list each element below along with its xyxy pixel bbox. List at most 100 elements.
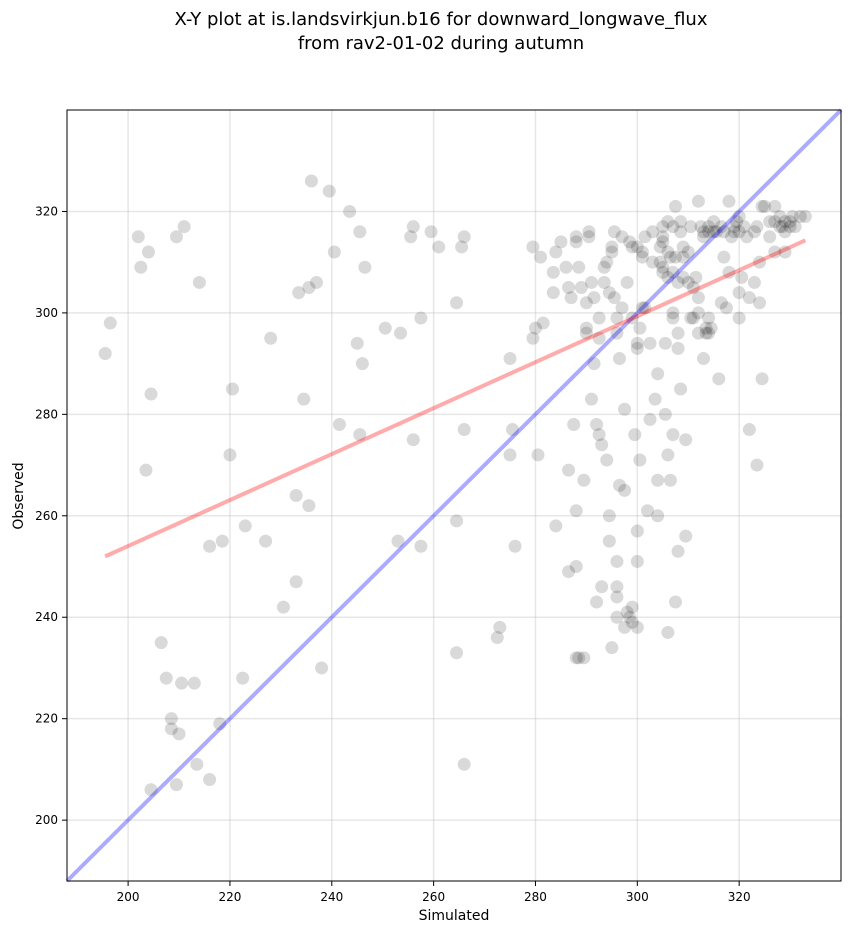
axis-ticks: 200 220 240 260 280 300 320 200 220 240 260 280 300 3… [35,204,751,904]
x-tick-label: 200 [117,890,140,904]
data-point [610,590,624,604]
data-point [709,225,723,239]
data-point [546,286,560,300]
data-point [508,539,522,553]
data-point [203,539,217,553]
data-point [414,311,428,325]
data-point [727,220,741,234]
data-point [592,311,606,325]
data-point [562,463,576,477]
data-point [753,255,767,269]
y-tick-label: 200 [35,813,58,827]
data-point [590,417,604,431]
data-point [630,554,644,568]
y-axis-label: Observed [11,462,27,529]
data-point [702,220,716,234]
data-point [661,215,675,229]
data-point [595,438,609,452]
data-point [628,428,642,442]
data-point [103,316,117,330]
data-point [717,250,731,264]
data-point [686,311,700,325]
data-point [661,448,675,462]
data-point [732,225,746,239]
data-point [577,473,591,487]
data-point [450,296,464,310]
data-point [569,651,583,665]
data-point [394,326,408,340]
data-point [623,610,637,624]
data-point [623,235,637,249]
data-point [164,712,178,726]
data-point [651,367,665,381]
data-point [177,220,191,234]
data-point [646,255,660,269]
data-point [490,631,504,645]
data-point [671,544,685,558]
data-point [315,661,329,675]
data-point [98,346,112,360]
data-point [674,225,688,239]
data-point [656,260,670,274]
data-point [450,514,464,528]
data-point [697,230,711,244]
data-point [597,275,611,289]
data-point [259,534,273,548]
x-tick-label: 300 [626,890,649,904]
data-point [577,651,591,665]
y-tick-label: 280 [35,407,58,421]
data-point [633,321,647,335]
data-point [322,184,336,198]
data-point [289,575,303,589]
data-point [579,326,593,340]
data-point [635,301,649,315]
data-point [732,286,746,300]
data-point [304,174,318,188]
y-tick-label: 260 [35,509,58,523]
data-point [134,260,148,274]
data-point [666,306,680,320]
data-point [737,220,751,234]
data-point [786,210,800,224]
data-point [732,311,746,325]
data-point [714,296,728,310]
data-point [620,275,634,289]
data-point [750,220,764,234]
data-point [699,321,713,335]
data-point [750,458,764,472]
data-point [658,336,672,350]
data-point [549,519,563,533]
data-point [406,433,420,447]
data-point [455,240,469,254]
data-point [404,230,418,244]
data-point [656,220,670,234]
data-point [615,230,629,244]
data-point [292,286,306,300]
data-point [778,225,792,239]
data-point [187,676,201,690]
data-point [661,245,675,259]
data-point [783,220,797,234]
data-point [658,407,672,421]
data-point [424,225,438,239]
data-point [641,504,654,518]
data-point [778,245,792,259]
data-point [778,215,792,229]
data-point [702,326,716,340]
data-point [574,281,588,295]
data-point [697,352,711,366]
data-point [457,423,471,437]
data-point [597,260,611,274]
data-point [661,270,675,284]
data-point [648,392,662,406]
data-point [572,651,586,665]
data-point [559,260,573,274]
data-point [758,199,772,213]
data-point [569,504,583,518]
data-point [526,331,540,345]
data-point [391,534,405,548]
data-point [694,220,708,234]
data-point [554,235,568,249]
data-point [213,717,227,731]
y-tick-label: 300 [35,306,58,320]
